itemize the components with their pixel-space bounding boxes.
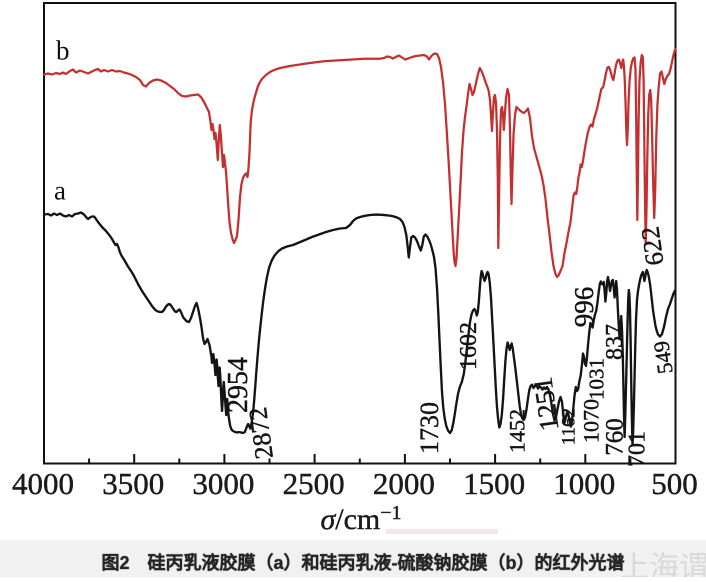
svg-text:2954: 2954 — [223, 357, 254, 413]
svg-text:b: b — [56, 36, 70, 66]
svg-text:1452: 1452 — [505, 409, 530, 453]
svg-text:4000: 4000 — [12, 466, 74, 501]
svg-text:1602: 1602 — [456, 322, 482, 370]
svg-text:1162: 1162 — [559, 408, 580, 445]
svg-text:上海谓秦: 上海谓秦 — [620, 551, 706, 577]
svg-text:1000: 1000 — [553, 466, 615, 501]
svg-text:1031: 1031 — [585, 358, 609, 400]
svg-text:1730: 1730 — [415, 402, 444, 454]
svg-text:500: 500 — [651, 466, 698, 501]
svg-text:1251: 1251 — [527, 375, 564, 433]
svg-text:1500: 1500 — [463, 466, 525, 501]
svg-text:701: 701 — [625, 431, 651, 467]
svg-text:图2 硅丙乳液胶膜（a）和硅丙乳液-硫酸钠胶膜（b）的红外光: 图2 硅丙乳液胶膜（a）和硅丙乳液-硫酸钠胶膜（b）的红外光谱 — [101, 552, 624, 573]
svg-text:996: 996 — [569, 287, 599, 328]
svg-text:2500: 2500 — [283, 466, 345, 501]
svg-text:837: 837 — [602, 324, 628, 360]
svg-text:760: 760 — [602, 418, 629, 456]
svg-text:2872: 2872 — [243, 405, 279, 461]
svg-text:549: 549 — [648, 339, 677, 375]
svg-text:622: 622 — [635, 225, 669, 268]
svg-text:3000: 3000 — [192, 466, 254, 501]
svg-text:2000: 2000 — [373, 466, 435, 501]
svg-text:3500: 3500 — [102, 466, 164, 501]
svg-text:a: a — [54, 176, 66, 206]
svg-text:1070: 1070 — [579, 399, 604, 443]
